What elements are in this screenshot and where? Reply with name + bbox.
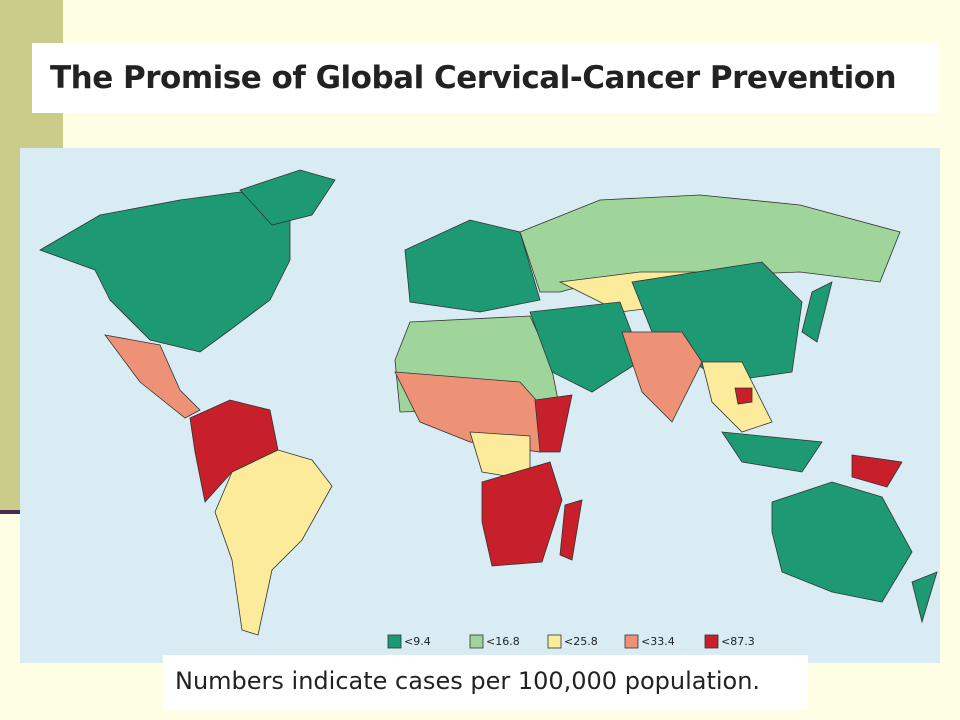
legend-swatch — [387, 634, 402, 649]
europe — [404, 219, 541, 313]
australia — [771, 481, 913, 603]
southern-africa — [481, 461, 563, 567]
slide-title: The Promise of Global Cervical-Cancer Pr… — [32, 43, 940, 113]
legend-label: <25.8 — [564, 635, 598, 648]
legend-swatch — [547, 634, 562, 649]
middle-east — [529, 301, 643, 393]
legend-swatch — [469, 634, 484, 649]
south-america-south — [214, 449, 333, 636]
indonesia — [721, 431, 823, 473]
papua-new-guinea — [851, 454, 903, 488]
legend-swatch — [624, 634, 639, 649]
legend-label: <87.3 — [721, 635, 755, 648]
madagascar — [559, 499, 583, 561]
east-africa — [534, 394, 573, 453]
japan — [801, 281, 833, 343]
legend-label: <9.4 — [404, 635, 431, 648]
cambodia — [734, 387, 753, 405]
accent-rule — [0, 510, 22, 514]
caption: Numbers indicate cases per 100,000 popul… — [163, 655, 808, 710]
new-zealand — [911, 571, 938, 624]
india — [621, 331, 703, 423]
russia — [519, 194, 901, 293]
legend: <9.4 <16.8 <25.8 <33.4 <87.3 — [387, 634, 755, 649]
world-map: <9.4 <16.8 <25.8 <33.4 <87.3 — [20, 148, 940, 663]
legend-label: <16.8 — [486, 635, 520, 648]
legend-label: <33.4 — [641, 635, 675, 648]
north-america — [39, 191, 291, 353]
legend-swatch — [704, 634, 719, 649]
greenland — [239, 169, 336, 226]
central-america — [104, 334, 201, 419]
